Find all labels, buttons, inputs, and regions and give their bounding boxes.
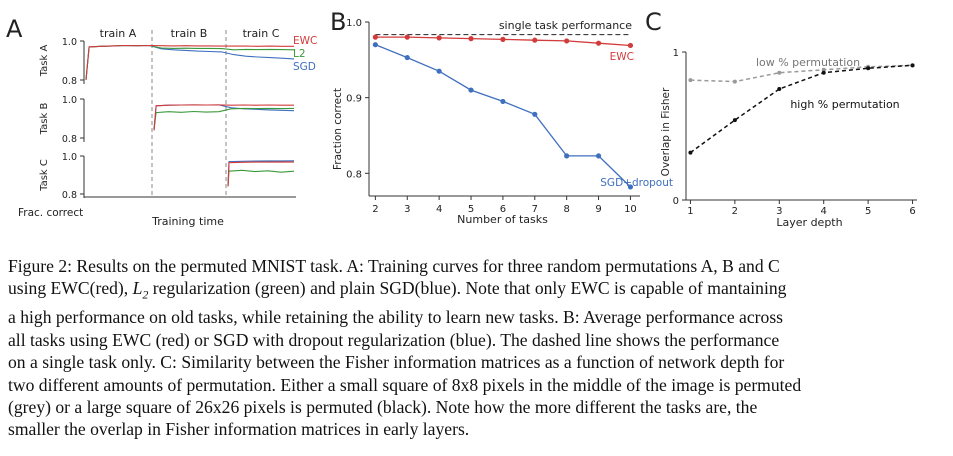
data-point (532, 111, 538, 117)
y-tick-label: 0.9 (346, 94, 362, 105)
panel-letter-a: A (6, 15, 23, 43)
series-label-sgd: SGD+dropout (600, 177, 673, 189)
data-point (436, 35, 442, 41)
x-tick-label: 3 (776, 206, 782, 217)
data-point (532, 37, 538, 43)
data-point (500, 98, 506, 105)
y-axis-label-c: Overlap in Fisher (660, 87, 672, 176)
y-tick-label: 0.8 (346, 169, 362, 180)
y-tick-label: 0.8 (62, 134, 77, 145)
y-tick-label: 0 (673, 196, 679, 207)
data-point (595, 40, 602, 46)
data-point (468, 36, 474, 42)
data-point (404, 34, 410, 40)
x-tick-label: 2 (372, 204, 378, 215)
series-line-sgd (85, 44, 295, 81)
data-point (821, 67, 826, 72)
x-axis-label-a: Training time (151, 215, 224, 228)
reference-label: single task performance (499, 19, 632, 32)
series-line-ewc (85, 44, 294, 81)
series-label-low: low % permutation (756, 56, 860, 69)
y-tick-label: 1.0 (62, 95, 77, 106)
x-tick-label: 7 (532, 204, 538, 215)
legend-label-ewc: EWC (293, 35, 317, 47)
data-point (821, 70, 826, 75)
data-point (372, 42, 378, 48)
data-point (564, 153, 570, 159)
legend-label-l2: L2 (293, 48, 306, 60)
data-point (500, 36, 506, 43)
data-point (910, 63, 915, 68)
figure-caption: Figure 2: Results on the permuted MNIST … (8, 255, 946, 441)
data-point (866, 66, 871, 71)
panel-letter-b: B (330, 8, 346, 36)
panel-letter-c: C (645, 8, 662, 36)
caption-line: two different amounts of permutation. Ei… (8, 374, 802, 395)
caption-line: on a single task only. C: Similarity bet… (8, 352, 785, 373)
caption-line: a high performance on old tasks, while r… (8, 307, 784, 328)
series-line-sgd (227, 160, 295, 187)
y-tick-label: 1.0 (62, 152, 77, 163)
x-tick-label: 1 (687, 206, 693, 217)
y-tick-label: 1 (673, 48, 679, 59)
data-point (436, 68, 442, 74)
row-label: Task C (39, 159, 50, 192)
data-point (404, 54, 410, 61)
phase-label: train A (100, 27, 137, 40)
caption-line: smaller the overlap in Fisher informatio… (8, 419, 470, 440)
series-line (690, 64, 913, 83)
y-tick-label: 1.0 (62, 37, 77, 48)
caption-line: all tasks using EWC (red) or SGD with dr… (8, 329, 780, 350)
x-tick-label: 5 (468, 204, 474, 215)
row-label: Task A (39, 45, 50, 78)
series-line-l2 (227, 169, 295, 187)
x-tick-label: 10 (624, 204, 637, 215)
x-tick-label: 2 (732, 206, 738, 217)
series-label-high: high % permutation (790, 98, 899, 111)
data-point (777, 87, 782, 91)
x-tick-label: 4 (821, 206, 827, 217)
caption-line: Figure 2: Results on the permuted MNIST … (8, 256, 780, 276)
phase-label: train C (243, 27, 280, 40)
data-point (468, 87, 474, 93)
series-line-ewc (153, 104, 294, 131)
series-line (689, 64, 913, 154)
data-point (732, 118, 737, 123)
x-tick-label: 6 (909, 206, 915, 217)
x-tick-label: 5 (865, 206, 871, 217)
caption-line: using EWC(red), L2 regularization (green… (8, 278, 787, 302)
x-tick-label: 3 (404, 204, 410, 215)
y-axis-label-b: Fraction correct (332, 88, 344, 170)
row-label: Task B (39, 103, 50, 136)
data-point (627, 42, 634, 49)
math-symbol: L2 (132, 278, 149, 302)
legend-label-sgd: SGD (293, 61, 316, 73)
x-tick-label: 4 (436, 204, 442, 215)
series-line-ewc (227, 161, 295, 187)
x-tick-label: 6 (500, 204, 506, 215)
data-point (777, 70, 782, 75)
data-point (732, 79, 737, 84)
x-tick-label: 8 (563, 204, 569, 215)
y-tick-label: 0.8 (62, 190, 77, 201)
frac-correct-label: Frac. correct (18, 207, 83, 219)
x-tick-label: 9 (595, 204, 601, 215)
data-point (564, 38, 570, 44)
x-axis-label-c: Layer depth (776, 216, 842, 229)
caption-line: (grey) or a large square of 26x26 pixels… (8, 396, 758, 417)
phase-label: train B (171, 27, 208, 40)
x-axis-label-b: Number of tasks (457, 213, 548, 226)
series-label-ewc: EWC (610, 51, 634, 63)
y-tick-label: 1.0 (346, 18, 362, 29)
series-line-l2 (153, 107, 295, 131)
data-point (688, 150, 693, 155)
data-point (688, 78, 693, 83)
data-point (627, 184, 634, 190)
y-tick-label: 0.8 (62, 76, 77, 87)
data-point (372, 34, 378, 40)
series-line (375, 44, 631, 188)
data-point (595, 153, 602, 159)
